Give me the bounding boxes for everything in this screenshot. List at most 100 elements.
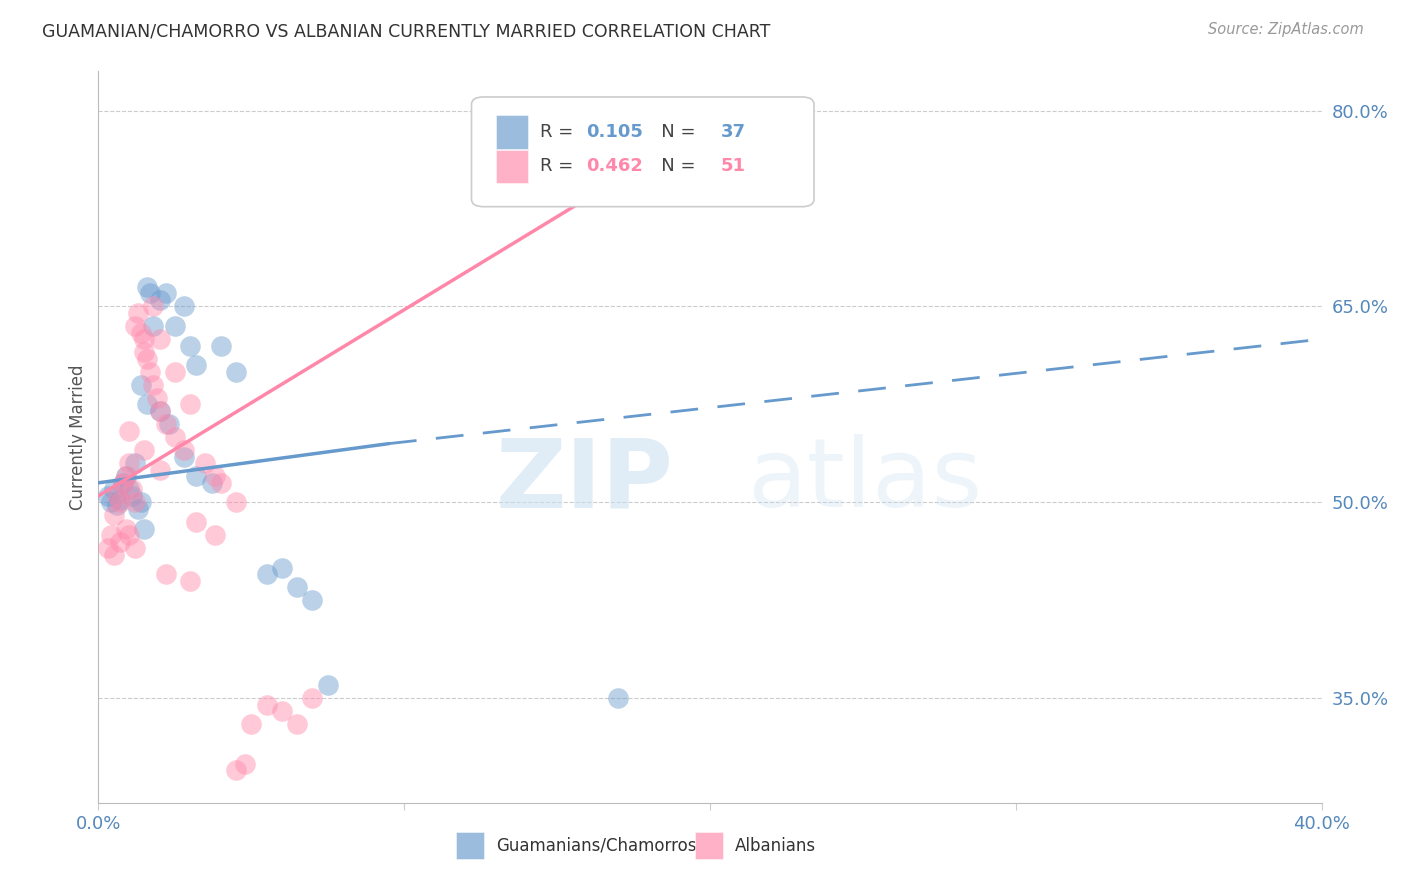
Point xyxy=(121,489,143,503)
Point xyxy=(124,319,146,334)
FancyBboxPatch shape xyxy=(496,115,527,149)
Point xyxy=(118,424,141,438)
Point xyxy=(111,475,134,490)
Text: R =: R = xyxy=(540,158,579,176)
Point xyxy=(173,300,195,314)
Point xyxy=(118,483,141,497)
Text: 51: 51 xyxy=(721,158,747,176)
Point xyxy=(124,541,146,555)
Text: 0.105: 0.105 xyxy=(586,123,644,141)
Point xyxy=(111,475,134,490)
Point xyxy=(186,469,208,483)
Point xyxy=(186,515,208,529)
Point xyxy=(142,319,165,334)
Point xyxy=(136,397,159,411)
Point xyxy=(108,495,131,509)
Point xyxy=(129,377,152,392)
Point xyxy=(142,300,165,314)
Point xyxy=(103,548,125,562)
Point xyxy=(145,391,167,405)
Point xyxy=(200,475,222,490)
Point xyxy=(149,404,172,418)
Point xyxy=(127,502,149,516)
Point xyxy=(155,417,177,431)
Point xyxy=(129,495,152,509)
Point xyxy=(225,495,247,509)
Point xyxy=(134,332,156,346)
Point xyxy=(301,691,323,706)
Point xyxy=(149,463,172,477)
Point xyxy=(316,678,339,692)
Point xyxy=(179,339,201,353)
Point xyxy=(270,705,294,719)
Point xyxy=(134,345,156,359)
Point xyxy=(179,397,201,411)
Point xyxy=(103,483,125,497)
Point xyxy=(149,293,172,307)
Point xyxy=(204,469,226,483)
Point xyxy=(225,365,247,379)
Point xyxy=(173,443,195,458)
Text: R =: R = xyxy=(540,123,579,141)
Point xyxy=(115,469,138,483)
Point xyxy=(179,574,201,588)
Point xyxy=(108,492,131,507)
Text: atlas: atlas xyxy=(747,434,981,527)
Point xyxy=(225,763,247,777)
Point xyxy=(155,567,177,582)
Point xyxy=(607,691,630,706)
Point xyxy=(256,698,278,712)
Point xyxy=(100,495,122,509)
Point xyxy=(142,377,165,392)
Point xyxy=(97,541,120,555)
Point xyxy=(163,430,186,444)
Point xyxy=(240,717,263,731)
Point xyxy=(115,469,138,483)
Point xyxy=(105,489,128,503)
Point xyxy=(124,456,146,470)
Point xyxy=(108,534,131,549)
Text: Source: ZipAtlas.com: Source: ZipAtlas.com xyxy=(1208,22,1364,37)
Point xyxy=(301,593,323,607)
Point xyxy=(115,521,138,535)
Text: N =: N = xyxy=(644,158,702,176)
Point xyxy=(173,450,195,464)
Point xyxy=(118,456,141,470)
FancyBboxPatch shape xyxy=(496,150,527,183)
Text: GUAMANIAN/CHAMORRO VS ALBANIAN CURRENTLY MARRIED CORRELATION CHART: GUAMANIAN/CHAMORRO VS ALBANIAN CURRENTLY… xyxy=(42,22,770,40)
Point xyxy=(204,528,226,542)
Y-axis label: Currently Married: Currently Married xyxy=(69,364,87,510)
Point xyxy=(256,567,278,582)
FancyBboxPatch shape xyxy=(471,97,814,207)
Point xyxy=(97,489,120,503)
Point xyxy=(270,560,294,574)
Point xyxy=(163,319,186,334)
Point xyxy=(285,580,308,594)
Point xyxy=(129,326,152,340)
Point xyxy=(157,417,180,431)
Text: Guamanians/Chamorros: Guamanians/Chamorros xyxy=(496,837,697,855)
Point xyxy=(139,286,162,301)
Point xyxy=(149,404,172,418)
Point xyxy=(163,365,186,379)
Text: Albanians: Albanians xyxy=(735,837,817,855)
Point xyxy=(136,351,159,366)
Text: N =: N = xyxy=(644,123,702,141)
Point xyxy=(105,498,128,512)
Point xyxy=(194,456,217,470)
Point xyxy=(134,443,156,458)
Point xyxy=(233,756,256,771)
Point xyxy=(118,528,141,542)
Point xyxy=(121,483,143,497)
Point xyxy=(186,358,208,372)
Point xyxy=(209,475,232,490)
Point xyxy=(127,306,149,320)
Point xyxy=(124,495,146,509)
Text: ZIP: ZIP xyxy=(495,434,673,527)
Point xyxy=(155,286,177,301)
Text: 37: 37 xyxy=(721,123,747,141)
Point xyxy=(209,339,232,353)
Point xyxy=(134,521,156,535)
Text: 0.462: 0.462 xyxy=(586,158,644,176)
Point xyxy=(285,717,308,731)
